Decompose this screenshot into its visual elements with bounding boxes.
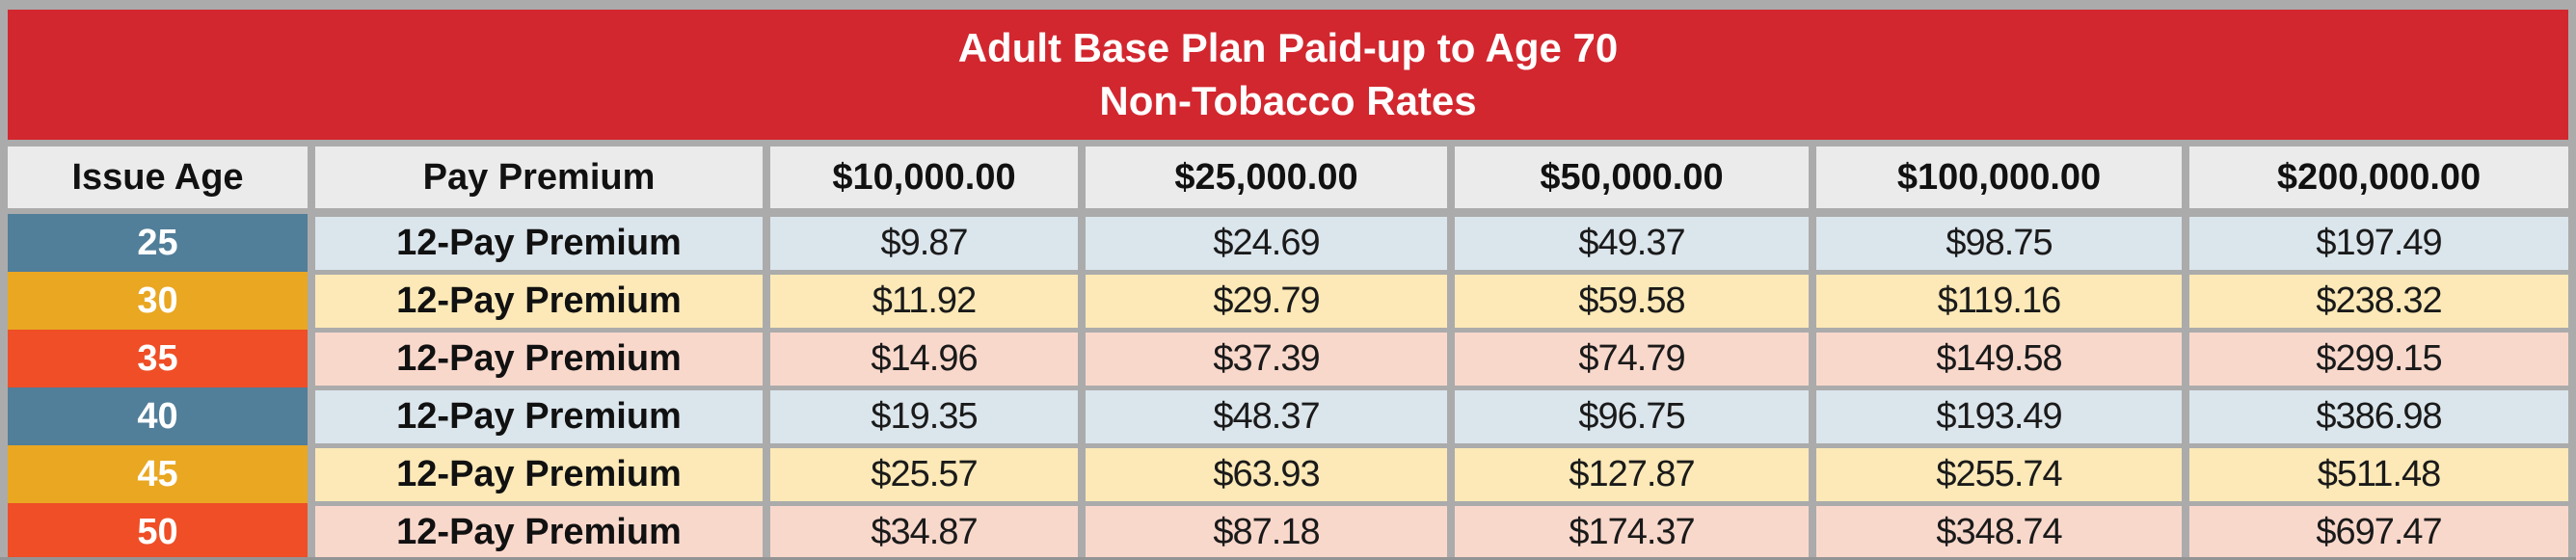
column-header-25000: $25,000.00 bbox=[1086, 147, 1447, 208]
table-row-age-25: 25 12-Pay Premium $9.87 $24.69 $49.37 $9… bbox=[8, 214, 2568, 272]
rate-cell-100000: $119.16 bbox=[1816, 274, 2182, 328]
rate-cell-100000: $98.75 bbox=[1816, 216, 2182, 270]
table-title-line1: Adult Base Plan Paid-up to Age 70 bbox=[957, 25, 1619, 71]
table-body: 25 12-Pay Premium $9.87 $24.69 $49.37 $9… bbox=[8, 214, 2568, 560]
premium-type-cell: 12-Pay Premium bbox=[315, 216, 763, 270]
column-header-100000: $100,000.00 bbox=[1816, 147, 2182, 208]
cropped-bottom-border bbox=[0, 557, 2576, 560]
table-row-age-40: 40 12-Pay Premium $19.35 $48.37 $96.75 $… bbox=[8, 387, 2568, 445]
table-row-age-30: 30 12-Pay Premium $11.92 $29.79 $59.58 $… bbox=[8, 272, 2568, 330]
rate-cell-50000: $96.75 bbox=[1455, 389, 1809, 443]
rate-cell-50000: $174.37 bbox=[1455, 505, 1809, 559]
rate-cell-50000: $127.87 bbox=[1455, 447, 1809, 501]
rate-cell-10000: $11.92 bbox=[770, 274, 1078, 328]
premium-type-cell: 12-Pay Premium bbox=[315, 505, 763, 559]
rate-cell-25000: $37.39 bbox=[1086, 332, 1447, 386]
rate-cell-10000: $34.87 bbox=[770, 505, 1078, 559]
issue-age-cell: 35 bbox=[8, 330, 308, 387]
table-row-age-50: 50 12-Pay Premium $34.87 $87.18 $174.37 … bbox=[8, 503, 2568, 560]
rate-cell-50000: $59.58 bbox=[1455, 274, 1809, 328]
premium-type-cell: 12-Pay Premium bbox=[315, 389, 763, 443]
table-row-age-35: 35 12-Pay Premium $14.96 $37.39 $74.79 $… bbox=[8, 330, 2568, 387]
rate-cell-25000: $87.18 bbox=[1086, 505, 1447, 559]
table-title-banner: Adult Base Plan Paid-up to Age 70 Non-To… bbox=[8, 10, 2568, 140]
column-header-row: Issue Age Pay Premium $10,000.00 $25,000… bbox=[8, 147, 2568, 208]
issue-age-cell: 30 bbox=[8, 272, 308, 330]
rate-cell-25000: $24.69 bbox=[1086, 216, 1447, 270]
rate-cell-25000: $48.37 bbox=[1086, 389, 1447, 443]
issue-age-cell: 45 bbox=[8, 445, 308, 503]
rate-cell-25000: $29.79 bbox=[1086, 274, 1447, 328]
table-row-age-45: 45 12-Pay Premium $25.57 $63.93 $127.87 … bbox=[8, 445, 2568, 503]
issue-age-cell: 50 bbox=[8, 503, 308, 560]
column-header-pay-premium: Pay Premium bbox=[315, 147, 763, 208]
rate-cell-200000: $238.32 bbox=[2189, 274, 2568, 328]
rate-cell-200000: $386.98 bbox=[2189, 389, 2568, 443]
rate-cell-200000: $197.49 bbox=[2189, 216, 2568, 270]
premium-type-cell: 12-Pay Premium bbox=[315, 332, 763, 386]
column-header-issue-age: Issue Age bbox=[8, 147, 308, 208]
issue-age-cell: 40 bbox=[8, 387, 308, 445]
column-header-200000: $200,000.00 bbox=[2189, 147, 2568, 208]
rate-cell-10000: $14.96 bbox=[770, 332, 1078, 386]
rate-cell-50000: $49.37 bbox=[1455, 216, 1809, 270]
column-header-50000: $50,000.00 bbox=[1455, 147, 1809, 208]
rate-cell-200000: $299.15 bbox=[2189, 332, 2568, 386]
rate-cell-10000: $25.57 bbox=[770, 447, 1078, 501]
rate-cell-100000: $348.74 bbox=[1816, 505, 2182, 559]
column-header-10000: $10,000.00 bbox=[770, 147, 1078, 208]
issue-age-cell: 25 bbox=[8, 214, 308, 272]
table-title-line2: Non-Tobacco Rates bbox=[1099, 77, 1477, 123]
rate-cell-100000: $149.58 bbox=[1816, 332, 2182, 386]
rate-cell-10000: $9.87 bbox=[770, 216, 1078, 270]
premium-type-cell: 12-Pay Premium bbox=[315, 447, 763, 501]
rate-cell-100000: $193.49 bbox=[1816, 389, 2182, 443]
rate-cell-200000: $511.48 bbox=[2189, 447, 2568, 501]
rate-cell-25000: $63.93 bbox=[1086, 447, 1447, 501]
rate-cell-50000: $74.79 bbox=[1455, 332, 1809, 386]
rate-cell-10000: $19.35 bbox=[770, 389, 1078, 443]
rate-cell-100000: $255.74 bbox=[1816, 447, 2182, 501]
premium-type-cell: 12-Pay Premium bbox=[315, 274, 763, 328]
rate-cell-200000: $697.47 bbox=[2189, 505, 2568, 559]
